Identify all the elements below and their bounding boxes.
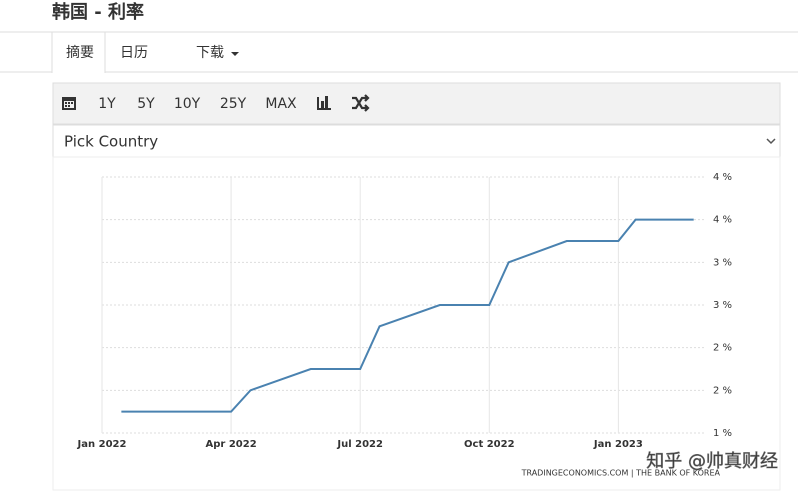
range-button[interactable]: 1Y bbox=[98, 96, 116, 112]
caret bbox=[231, 52, 239, 56]
x-tick-label: Oct 2022 bbox=[464, 439, 515, 450]
dropdown-placeholder: Pick Country bbox=[64, 133, 158, 151]
chart: 1 % 2 % 2 % 3 % 3 % 4 % 4 % Jan 2022 Apr 2022 Jul… bbox=[77, 172, 733, 450]
chevron bbox=[766, 138, 776, 145]
page-title: 韩国 - 利率 bbox=[52, 1, 144, 23]
y-tick-label: 2 % bbox=[713, 385, 732, 396]
chart-source: TRADINGECONOMICS.COM | THE BANK OF KOREA bbox=[521, 469, 721, 478]
rate-line bbox=[121, 218, 694, 413]
tab[interactable]: 下载 bbox=[196, 45, 224, 61]
active-tab bbox=[51, 31, 106, 73]
y-tick-label: 3 % bbox=[713, 300, 732, 311]
x-tick-label: Jul 2022 bbox=[336, 439, 383, 450]
range-button[interactable]: 25Y bbox=[220, 96, 247, 112]
range-button[interactable]: 5Y bbox=[137, 96, 155, 112]
shuffle-button[interactable] bbox=[352, 94, 370, 112]
calendar-button[interactable] bbox=[62, 97, 76, 110]
range-button[interactable]: 10Y bbox=[174, 96, 201, 112]
y-tick-label: 4 % bbox=[713, 215, 732, 226]
country-dropdown[interactable] bbox=[52, 124, 781, 158]
tab[interactable]: 摘要 bbox=[66, 44, 94, 61]
x-tick-label: Jan 2023 bbox=[593, 439, 643, 450]
watermark: 知乎 @帅真财经 bbox=[646, 451, 778, 472]
tab[interactable]: 日历 bbox=[120, 45, 148, 61]
x-tick-label: Jan 2022 bbox=[77, 439, 127, 450]
chart-panel bbox=[52, 156, 781, 491]
range-button[interactable]: MAX bbox=[265, 96, 297, 112]
y-tick-label: 3 % bbox=[713, 257, 732, 268]
x-tick-label: Apr 2022 bbox=[206, 439, 257, 450]
bar-chart-button[interactable] bbox=[317, 96, 331, 110]
toolbar bbox=[52, 82, 781, 125]
y-tick-label: 1 % bbox=[713, 428, 732, 439]
y-tick-label: 4 % bbox=[713, 172, 732, 183]
y-tick-label: 2 % bbox=[713, 343, 732, 354]
